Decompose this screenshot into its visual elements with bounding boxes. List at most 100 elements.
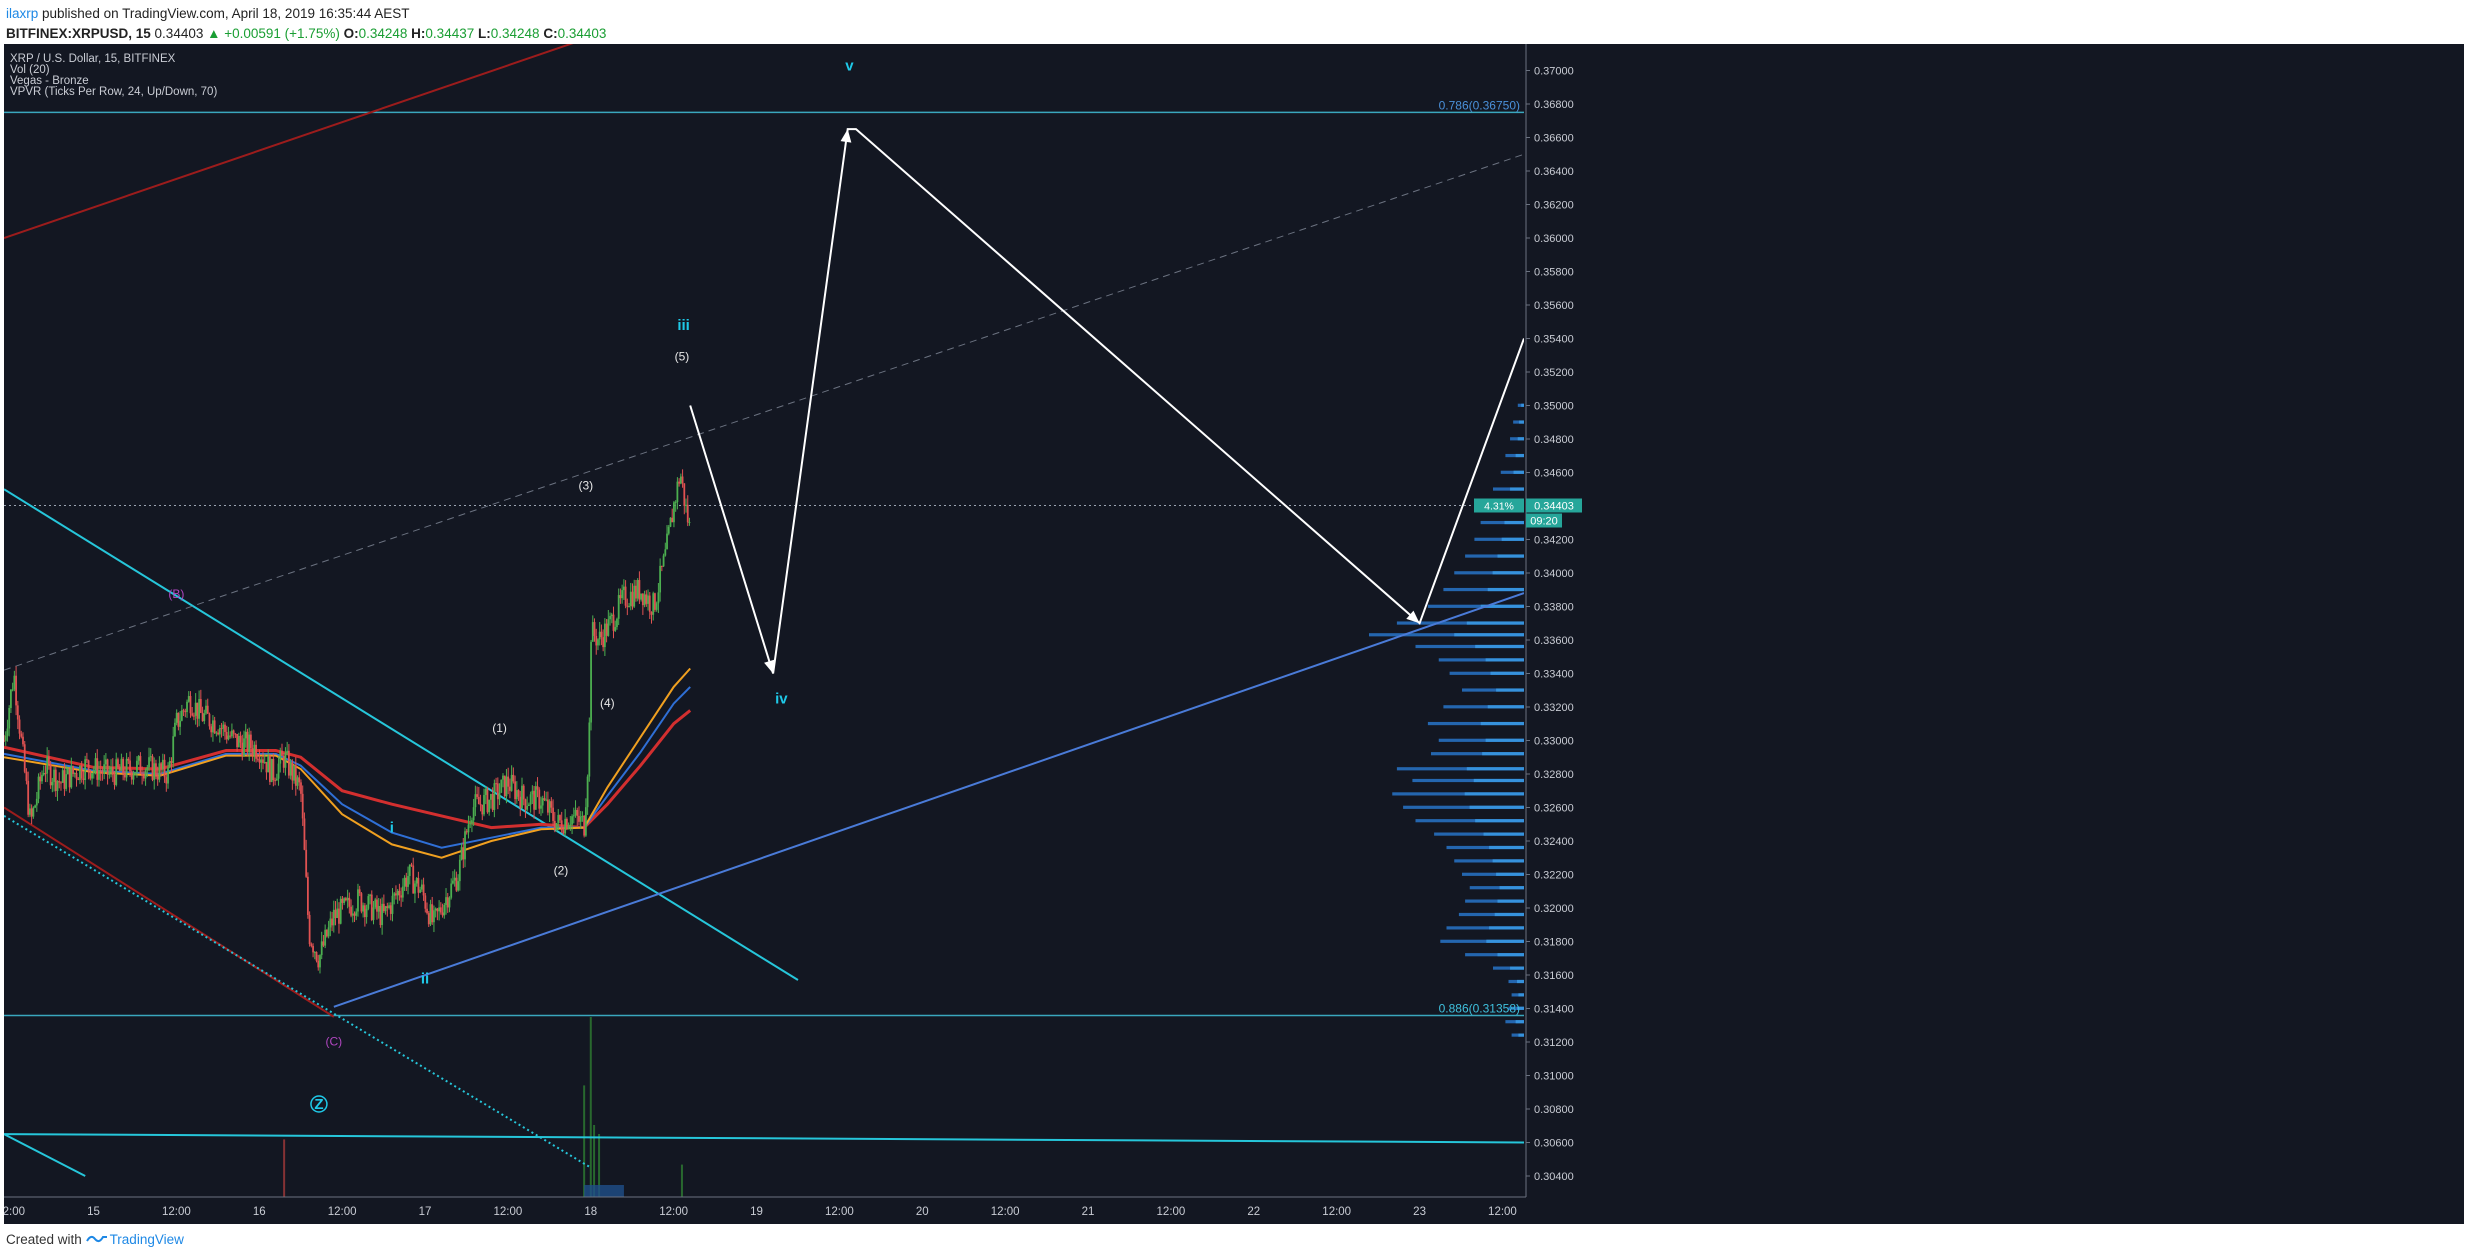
price-tick-label-15: 0.34200 [1534, 535, 1574, 547]
candle-body-381 [660, 565, 663, 567]
candle-body-66 [117, 759, 119, 768]
candle-body-127 [222, 724, 225, 729]
wave-label-5: (4) [600, 696, 615, 710]
candle-body-42 [75, 772, 78, 779]
candle-body-13 [25, 771, 28, 781]
candle-body-195 [339, 898, 342, 924]
candle-body-73 [129, 760, 131, 772]
candle-body-231 [401, 886, 404, 898]
price-tick-label-26: 0.32000 [1534, 903, 1574, 915]
candle-body-302 [524, 799, 527, 810]
candle-body-104 [182, 710, 185, 712]
candle-body-110 [193, 715, 195, 717]
candle-body-7 [15, 675, 17, 706]
vpvr-bar-11 [1443, 587, 1524, 592]
candle-body-279 [484, 789, 487, 795]
volume-bar-2 [589, 1017, 592, 1197]
candle-body-48 [85, 759, 88, 761]
candle-body-122 [213, 720, 216, 734]
wave-label-6: (5) [675, 349, 690, 363]
candle-body-377 [654, 593, 656, 610]
candle-body-355 [616, 618, 618, 628]
candle-body-289 [502, 775, 504, 780]
price-tick-label-6: 0.36000 [1534, 233, 1574, 245]
vpvr-bar-up-34 [1494, 912, 1524, 917]
vpvr-bar-up-11 [1487, 587, 1524, 592]
time-tick-label-17: 23 [1413, 1206, 1426, 1218]
candle-body-387 [671, 517, 674, 523]
candle-body-382 [662, 555, 665, 567]
price-tick-label-20: 0.33200 [1534, 702, 1574, 714]
candle-body-226 [393, 893, 396, 896]
volume-bar-1 [583, 1085, 586, 1197]
chart-pane[interactable]: (B) (C) (1) (2) (3) (4) (5) i ii iii iv v Z XRP / U.S… [4, 44, 2464, 1224]
candle-body-222 [386, 906, 389, 908]
candle-body-393 [681, 476, 684, 484]
candle-body-99 [174, 722, 176, 737]
vpvr-bar-up-30 [1492, 859, 1524, 863]
candle-body-314 [545, 799, 548, 801]
candle-body-88 [155, 763, 157, 776]
candle-body-16 [30, 808, 33, 817]
time-tick-label-6: 12:00 [494, 1206, 523, 1218]
wave-label-8: ii [421, 970, 429, 987]
candle-body-154 [269, 755, 271, 782]
candle-body-203 [353, 913, 356, 916]
time-tick-label-4: 12:00 [328, 1206, 357, 1218]
candle-body-368 [638, 580, 641, 600]
wave-label-3: (2) [554, 864, 569, 878]
candle-body-283 [491, 794, 494, 810]
wave-label-10: iv [775, 691, 788, 708]
candle-body-207 [360, 893, 363, 912]
candle-body-15 [28, 808, 31, 815]
candle-body-26 [47, 756, 50, 765]
vpvr-bar-13 [1396, 621, 1524, 625]
indicator-legend-2: Vegas - Bronze [10, 75, 89, 87]
vpvr-bar-up-20 [1480, 721, 1524, 726]
candle-body-329 [571, 816, 573, 825]
candle-body-53 [94, 758, 97, 771]
candle-body-366 [635, 585, 637, 599]
candle-body-159 [277, 763, 280, 779]
vpvr-bar-28 [1434, 832, 1524, 836]
price-tick-label-1: 0.37000 [1534, 66, 1574, 78]
candle-body-84 [148, 757, 150, 768]
candle-body-362 [628, 605, 630, 607]
vpvr-bar-22 [1431, 752, 1524, 756]
candle-body-254 [441, 912, 444, 916]
candle-body-61 [108, 772, 111, 775]
candle-body-163 [284, 752, 287, 768]
ohlc-line: BITFINEX:XRPUSD, 15 0.34403 ▲ +0.00591 (… [6, 24, 1406, 44]
candle-body-134 [234, 733, 237, 735]
candle-body-293 [509, 786, 511, 791]
candle-body-345 [598, 631, 601, 640]
time-tick-label-3: 16 [253, 1206, 266, 1218]
candle-body-182 [317, 960, 320, 968]
wave-circle [310, 1095, 328, 1113]
candle-body-199 [346, 897, 349, 901]
time-tick-label-2: 12:00 [162, 1206, 191, 1218]
candle-body-209 [363, 905, 366, 918]
candle-body-262 [455, 877, 458, 891]
candle-body-275 [477, 796, 480, 805]
vpvr-bar-up-21 [1485, 738, 1524, 742]
candle-body-245 [426, 908, 428, 914]
author-link[interactable]: ilaxrp [6, 6, 39, 21]
candle-body-372 [645, 594, 648, 604]
ma-line-orange [4, 667, 691, 859]
price-tick-label-5: 0.36200 [1534, 200, 1574, 212]
candle-body-336 [583, 816, 586, 836]
candle-body-77 [136, 760, 138, 773]
candle-body-291 [505, 776, 508, 797]
vpvr-bar-10 [1454, 571, 1524, 575]
candle-body-1 [4, 735, 7, 741]
tradingview-brand-link[interactable]: TradingView [109, 1232, 184, 1247]
vpvr-bar-24 [1412, 778, 1524, 783]
candle-body-21 [39, 776, 42, 782]
candle-body-38 [68, 768, 71, 788]
vpvr-bar-up-38 [1510, 966, 1524, 970]
vpvr-bar-30 [1454, 859, 1524, 863]
candle-body-385 [667, 526, 670, 534]
candle-body-380 [659, 565, 662, 593]
